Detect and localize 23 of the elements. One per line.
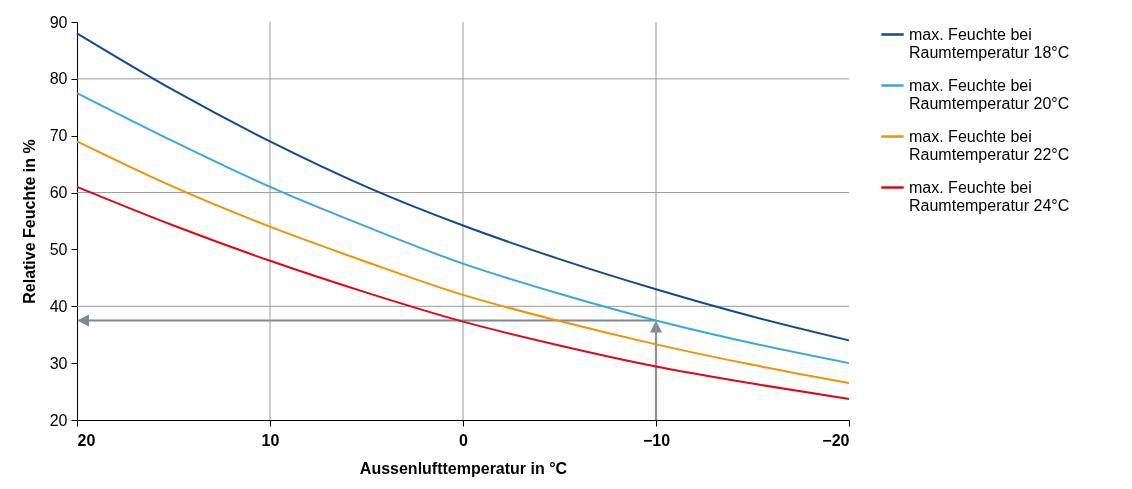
x-tick-label: 10 bbox=[261, 431, 280, 449]
x-tick-label: 20 bbox=[77, 431, 96, 449]
x-tick-label: −20 bbox=[822, 431, 850, 449]
x-axis-title: Aussenlufttemperatur in °C bbox=[359, 459, 568, 477]
y-tick-label: 70 bbox=[49, 127, 68, 145]
x-tick-label: 0 bbox=[459, 431, 469, 449]
y-axis-title: Relative Feuchte in % bbox=[20, 139, 38, 304]
legend-label: max. Feuchte bei Raumtemperatur 24°C bbox=[909, 178, 1070, 214]
y-tick-label: 30 bbox=[49, 354, 68, 372]
legend-label: max. Feuchte bei Raumtemperatur 18°C bbox=[909, 25, 1070, 61]
legend-label: max. Feuchte bei Raumtemperatur 22°C bbox=[909, 127, 1070, 163]
line-series bbox=[76, 140, 850, 385]
y-tick-label: 20 bbox=[49, 411, 68, 429]
y-tick-label: 90 bbox=[49, 13, 68, 31]
legend-label: max. Feuchte bei Raumtemperatur 20°C bbox=[909, 76, 1070, 112]
y-tick-label: 50 bbox=[49, 240, 68, 258]
y-tick-label: 80 bbox=[49, 70, 68, 88]
y-tick-label: 60 bbox=[49, 184, 68, 202]
y-tick-label: 40 bbox=[49, 297, 68, 315]
x-tick-label: −10 bbox=[642, 431, 671, 449]
line-series bbox=[76, 185, 850, 400]
line-series bbox=[76, 32, 850, 342]
line-series bbox=[76, 92, 850, 365]
